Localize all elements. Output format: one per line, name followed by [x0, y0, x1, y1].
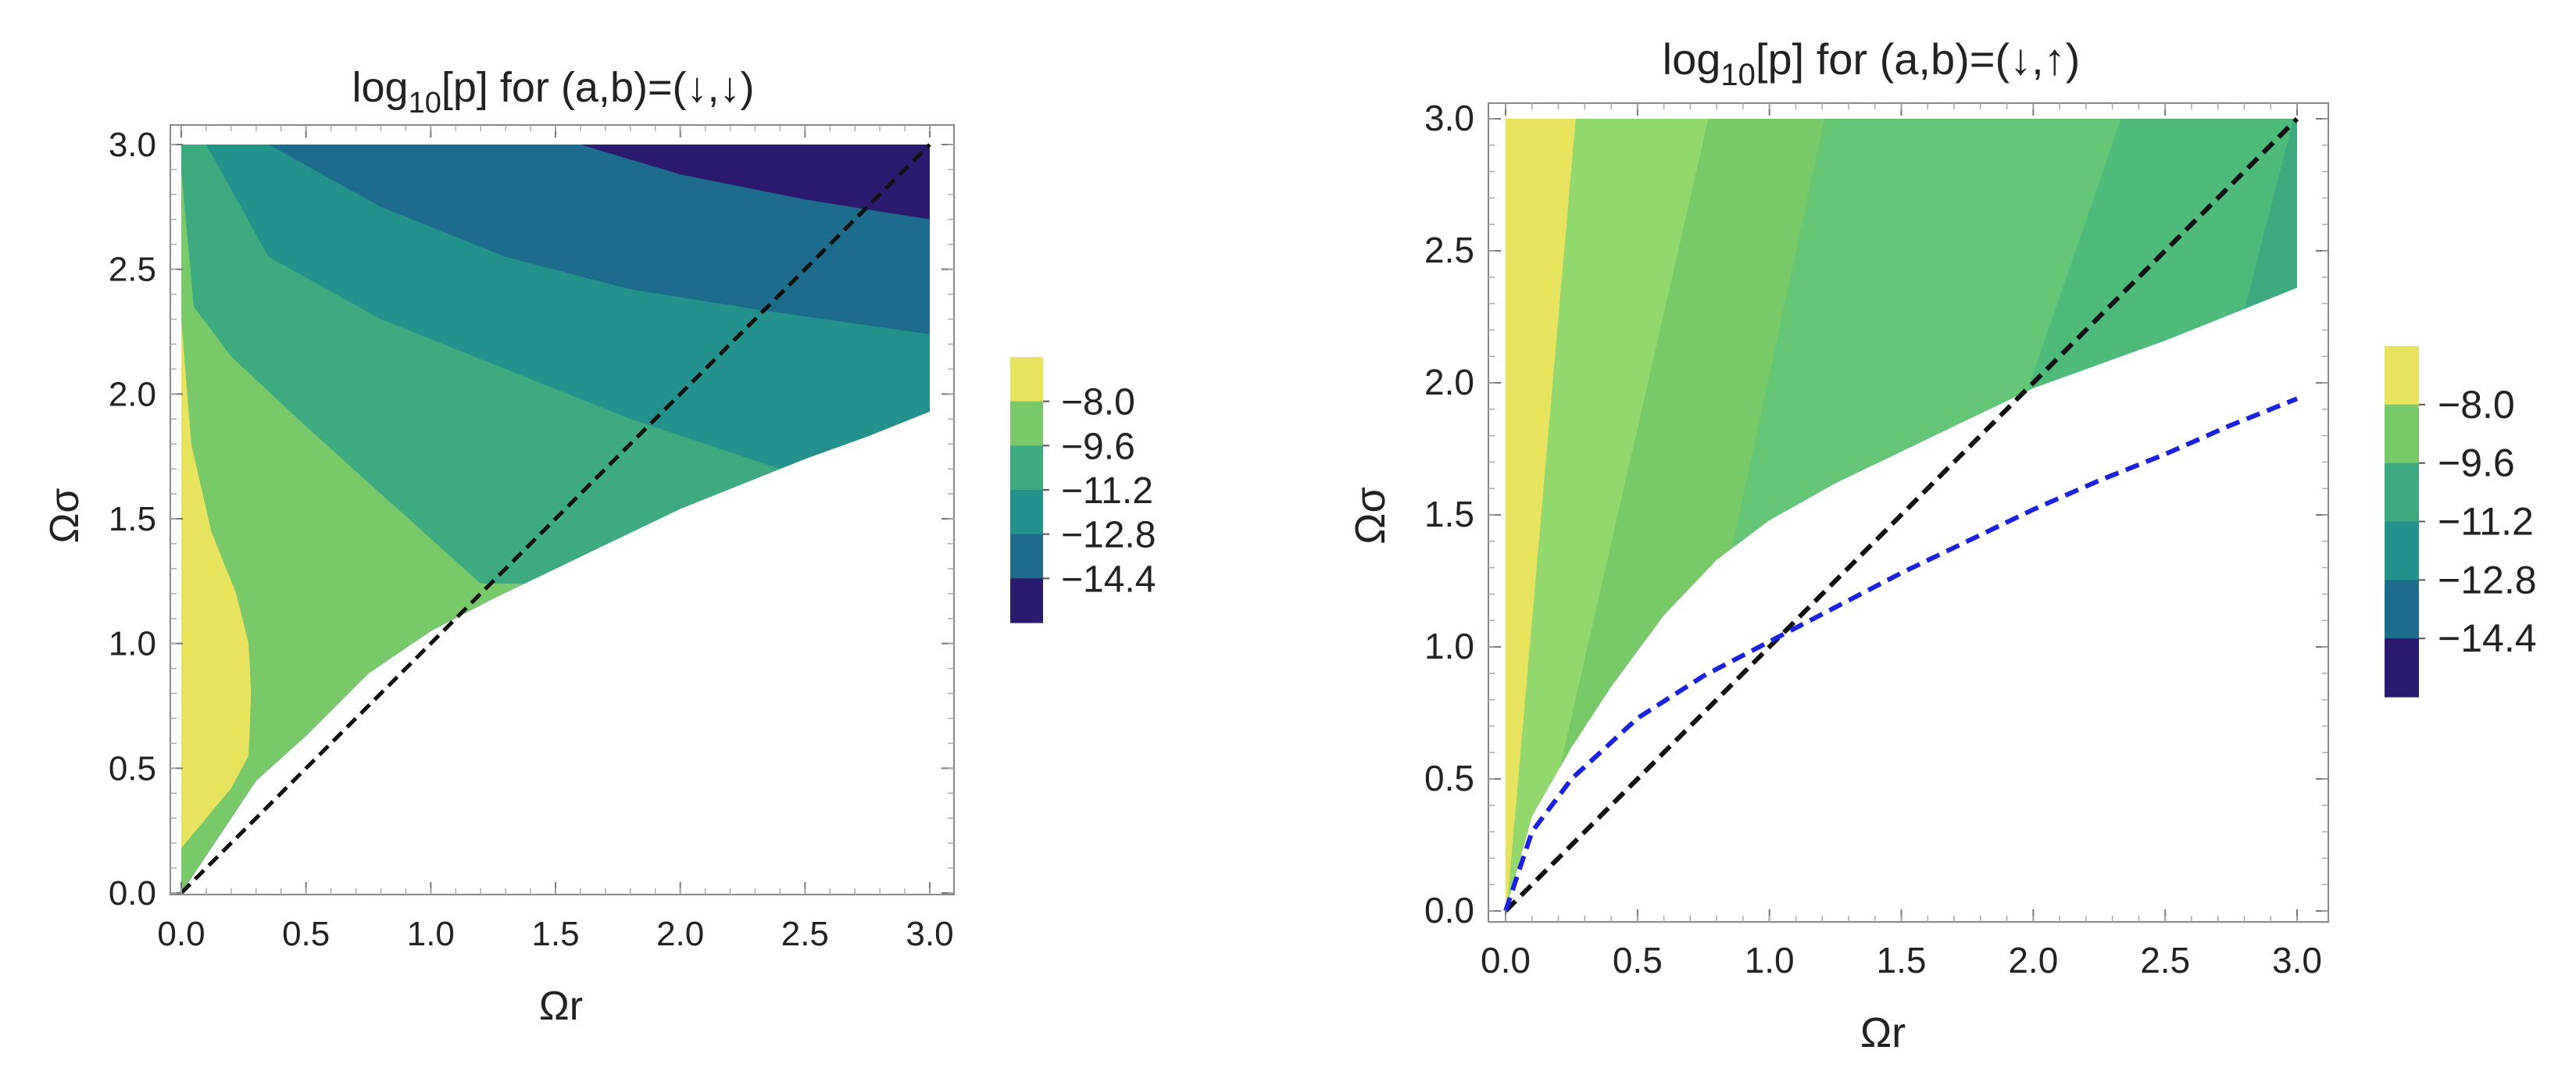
- left-legend-label: −9.6: [1061, 426, 1135, 467]
- left-legend-swatch: [1010, 490, 1043, 535]
- right-y-tick-label: 2.0: [1424, 362, 1474, 402]
- left-y-tick-label: 1.0: [109, 625, 156, 663]
- left-legend-swatch: [1010, 578, 1043, 623]
- right-x-tick-label: 0.5: [1613, 940, 1663, 980]
- left-x-tick-label: 0.0: [157, 915, 205, 953]
- right-chart-title: log10[p] for (a,b)=(↓,↑): [1663, 34, 2081, 92]
- left-x-tick-label: 3.0: [906, 915, 953, 953]
- right-x-tick-label: 3.0: [2272, 940, 2322, 980]
- left-y-axis-label: Ωσ: [42, 488, 88, 544]
- left-y-tick-label: 0.0: [109, 874, 156, 913]
- left-legend-swatch: [1010, 534, 1043, 579]
- right-legend-label: −8.0: [2438, 383, 2515, 427]
- left-legend-label: −8.0: [1061, 382, 1135, 423]
- right-legend-swatch: [2385, 580, 2419, 639]
- left-x-tick-label: 0.5: [282, 915, 330, 953]
- left-y-tick-label: 3.0: [109, 126, 156, 164]
- left-x-tick-label: 1.0: [407, 915, 455, 953]
- right-x-tick-label: 2.5: [2140, 940, 2190, 980]
- right-x-tick-label: 2.0: [2008, 940, 2058, 980]
- right-legend-swatch: [2385, 404, 2419, 464]
- right-y-tick-label: 2.5: [1424, 230, 1474, 270]
- right-y-tick-label: 1.0: [1424, 626, 1474, 666]
- right-y-tick-label: 0.0: [1424, 890, 1474, 930]
- left-y-tick-label: 2.0: [109, 375, 156, 413]
- right-plot-frame: [1488, 102, 2329, 923]
- right-x-tick-label: 0.0: [1481, 940, 1531, 980]
- left-legend-label: −12.8: [1061, 515, 1156, 556]
- right-legend-label: −14.4: [2438, 616, 2537, 660]
- right-y-axis-label: Ωσ: [1347, 487, 1394, 545]
- right-x-tick-label: 1.5: [1877, 940, 1927, 980]
- left-chart-title: log10[p] for (a,b)=(↓,↓): [352, 64, 755, 120]
- left-legend: −8.0−9.6−11.2−12.8−14.4: [1010, 357, 1156, 623]
- right-reference-line: [1503, 116, 2299, 913]
- right-y-tick-label: 0.5: [1424, 758, 1474, 798]
- right-contour-band: [1506, 119, 1577, 911]
- right-legend-label: −12.8: [2438, 558, 2537, 602]
- left-x-tick-label: 1.5: [531, 915, 579, 953]
- left-legend-swatch: [1010, 357, 1043, 402]
- right-legend-swatch: [2385, 463, 2419, 522]
- left-y-tick-label: 0.5: [109, 749, 156, 788]
- right-legend: −8.0 −9.6 −11.2 −12.8 −14.4: [2385, 346, 2537, 698]
- left-x-tick-label: 2.0: [656, 915, 704, 953]
- left-x-axis-label: Ωr: [539, 984, 583, 1029]
- right-y-tick-label: 1.5: [1424, 494, 1474, 534]
- left-x-tick-label: 2.5: [781, 915, 829, 953]
- right-legend-label: −11.2: [2438, 500, 2534, 544]
- left-legend-label: −14.4: [1061, 559, 1156, 600]
- left-legend-swatch: [1010, 401, 1043, 446]
- right-legend-label: −9.6: [2438, 441, 2515, 485]
- right-legend-swatch: [2385, 346, 2419, 405]
- left-legend-label: −11.2: [1061, 470, 1153, 512]
- right-legend-swatch: [2385, 638, 2419, 698]
- left-legend-swatch: [1010, 445, 1043, 491]
- right-blue-dashed-curve: [1503, 396, 2299, 912]
- right-y-tick-label: 3.0: [1424, 98, 1474, 138]
- left-contour-band-yellow: [181, 319, 252, 848]
- left-y-tick-label: 2.5: [109, 251, 156, 289]
- left-y-tick-label: 1.5: [109, 500, 156, 538]
- left-reference-line: [180, 143, 931, 895]
- left-plot-frame: [170, 124, 955, 895]
- right-legend-swatch: [2385, 521, 2419, 580]
- right-x-tick-label: 1.0: [1745, 940, 1795, 980]
- right-x-axis-label: Ωr: [1860, 1009, 1906, 1056]
